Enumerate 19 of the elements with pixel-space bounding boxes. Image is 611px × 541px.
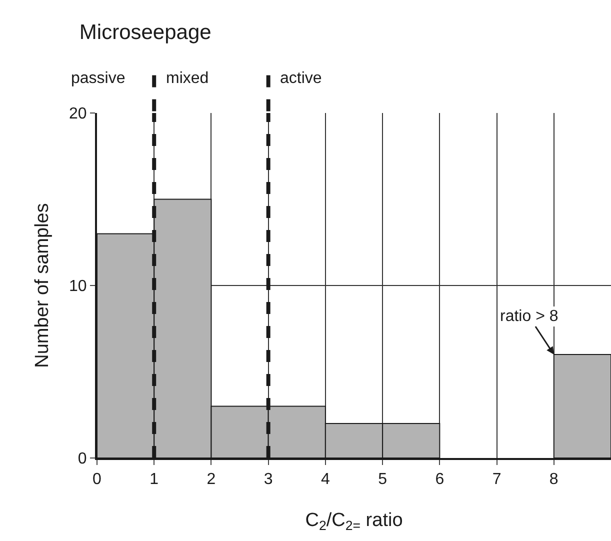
text: passive — [71, 70, 126, 87]
x-tick-label: 0 — [92, 471, 102, 488]
annotation: ratio > 8 — [500, 308, 558, 325]
chart-title: Microseepage — [79, 21, 212, 44]
x-tick-label: 2 — [206, 471, 216, 488]
x-tick-label: 6 — [435, 471, 444, 488]
ref-line-label: mixed — [166, 70, 209, 87]
x-tick-label: 7 — [492, 471, 502, 488]
y-axis-title: Number of samples — [32, 203, 53, 368]
x-tick-label: 3 — [264, 471, 273, 488]
x-tick-label: 4 — [320, 471, 330, 488]
y-tick-label: 10 — [69, 278, 87, 296]
x-tick-label: 5 — [378, 471, 388, 488]
x-axis-title: C$_{2}$/C$_{2=}$ ratio — [305, 510, 403, 533]
ref-line-label: active — [280, 70, 322, 87]
x-tick-label: 8 — [549, 471, 558, 488]
y-tick-label: 0 — [78, 450, 87, 468]
y-tick-label: 20 — [69, 106, 87, 123]
x-tick-label: 1 — [150, 471, 159, 488]
